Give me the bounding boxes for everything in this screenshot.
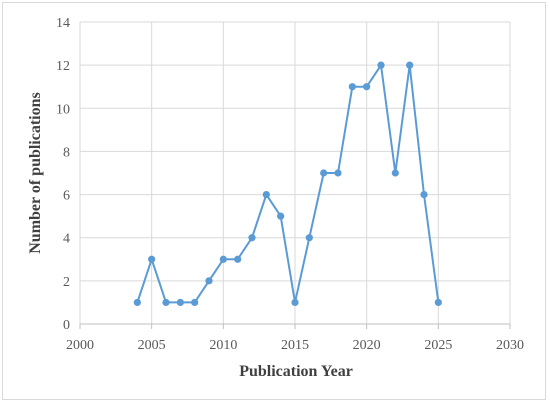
y-tick-label-1: 2 [63,275,70,290]
data-point-2011 [234,255,242,263]
data-point-2021 [377,61,385,69]
y-axis-title: Number of publications [27,92,44,254]
data-point-2005 [148,255,156,263]
data-point-2009 [205,277,213,285]
grid [80,21,511,324]
y-tick-label-5: 10 [56,102,70,117]
y-tick-label-4: 8 [63,145,70,160]
data-point-2010 [219,255,227,263]
data-point-2013 [262,190,270,199]
x-tick-label-1: 2005 [138,338,166,353]
data-point-2016 [305,234,313,242]
y-tick-label-6: 12 [56,59,70,74]
data-point-2012 [248,234,256,242]
data-point-2024 [420,190,428,199]
data-point-2017 [320,169,328,177]
x-tick-labels: 2000 2005 2010 2015 2020 2025 2030 [66,338,524,353]
series-layer [133,61,442,307]
data-point-2022 [391,169,399,177]
data-point-2018 [334,169,342,177]
y-tick-labels: 0 2 4 6 8 10 12 14 [56,16,70,333]
data-point-2008 [191,298,199,307]
data-point-2015 [291,298,299,307]
data-point-2020 [363,83,371,91]
x-tick-label-4: 2020 [353,338,381,353]
chart-frame [2,2,546,400]
x-axis-title: Publication Year [239,363,353,380]
data-point-2014 [277,212,285,220]
series-line-0 [136,64,440,304]
x-tick-label-6: 2030 [496,338,524,353]
data-point-2023 [406,61,414,69]
axes [79,22,511,329]
x-tick-label-2: 2010 [209,338,237,353]
x-tick-label-3: 2015 [281,338,309,353]
data-point-2025 [434,298,442,307]
x-tick-label-0: 2000 [66,338,94,353]
data-point-2019 [348,83,356,91]
x-tick-label-5: 2025 [424,338,452,353]
data-point-2006 [162,298,170,307]
data-point-2007 [176,298,184,307]
y-tick-label-2: 4 [63,232,70,247]
y-tick-label-3: 6 [63,189,70,204]
y-tick-label-0: 0 [63,318,70,333]
data-point-2004 [133,298,141,307]
y-tick-label-7: 14 [56,16,70,31]
